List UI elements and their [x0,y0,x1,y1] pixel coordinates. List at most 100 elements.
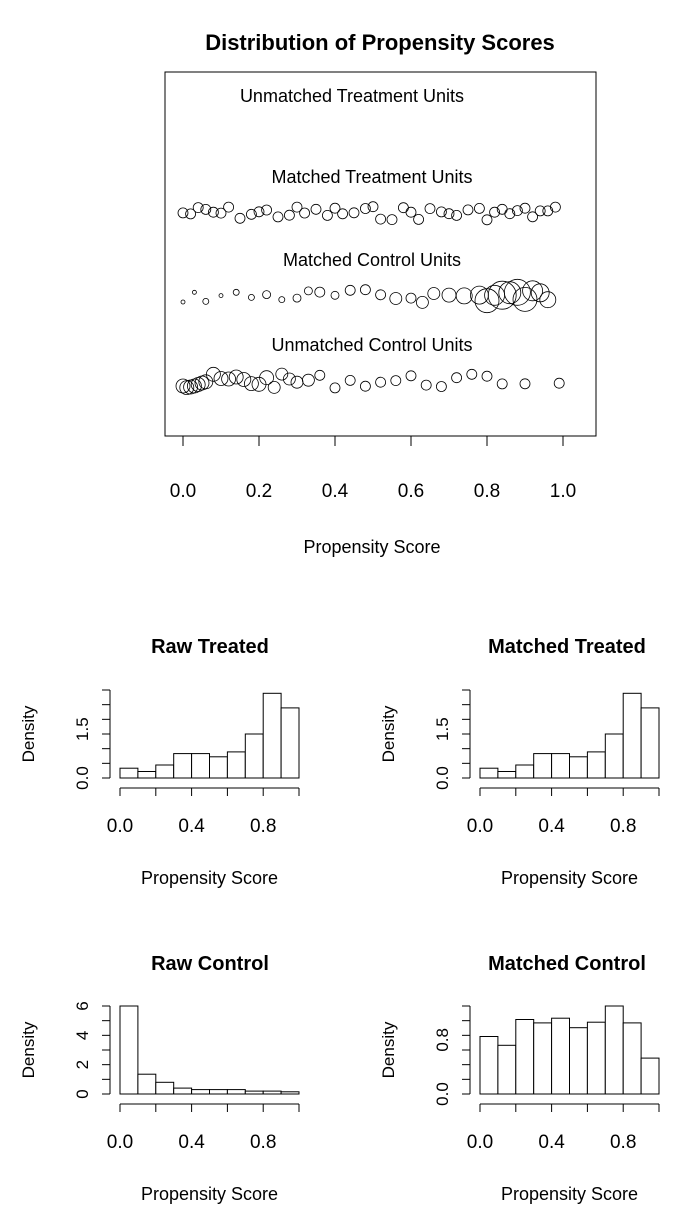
panel-title: Matched Treated [488,636,646,658]
data-point-group-3 [420,379,432,391]
x-tick-label: 0.0 [467,816,493,837]
data-point-group-2 [344,284,356,296]
group-label-unmatched-treatment: Unmatched Treatment Units [240,86,464,106]
histogram-bar [497,1044,517,1095]
data-point-group-3 [175,378,191,394]
histogram-bar [533,1022,553,1095]
data-point-group-1 [272,211,284,223]
data-point-group-1 [359,203,371,214]
y-tick-label: 0.0 [433,766,452,790]
data-point-group-1 [200,203,212,215]
y-axis-label: Density [379,1021,398,1078]
x-axis-label: Propensity Score [501,868,638,888]
y-tick-label: 2 [73,1060,92,1069]
data-point-group-1 [386,214,398,226]
data-point-group-1 [519,202,531,214]
data-point-group-2 [278,296,286,304]
data-point-group-2 [292,293,302,303]
group-label-unmatched-control: Unmatched Control Units [271,335,472,355]
histogram-bar [604,1005,624,1095]
data-point-group-1 [234,212,246,224]
data-point-group-2 [359,284,371,296]
data-point-group-3 [228,369,244,385]
data-point-group-1 [462,204,474,216]
histogram-bar [586,1021,606,1095]
x-tick-label: 1.0 [550,481,576,502]
y-tick-label: 6 [73,1001,92,1010]
data-point-group-1 [542,205,554,217]
data-point-group-3 [390,375,402,387]
panel-title: Raw Control [151,953,269,975]
data-point-group-2 [498,281,522,305]
data-point-group-3 [451,372,463,384]
data-point-group-1 [375,213,387,225]
data-point-group-1 [283,209,295,221]
x-tick-label: 0.4 [178,816,205,837]
histogram-bar [119,1005,139,1095]
data-point-group-3 [553,377,565,389]
histogram-bar [155,1081,175,1095]
data-point-group-3 [243,376,259,392]
histogram-bar [586,751,606,779]
data-point-group-2 [330,290,340,300]
data-point-group-3 [329,382,341,394]
data-point-group-1 [192,202,204,214]
data-point-group-1 [481,214,493,226]
y-tick-label: 0 [73,1089,92,1098]
y-tick-label: 1.5 [433,717,452,741]
data-point-group-3 [375,376,387,388]
data-point-group-2 [202,297,210,305]
hist-raw-treated: Raw Treated 0.0 0.4 0.8 Propensity Score 0.0 1… [19,636,300,888]
histogram-bar [640,1057,660,1095]
data-point-group-1 [527,211,538,223]
histogram-bar [226,751,246,779]
data-point-group-2 [512,286,538,312]
histogram-bar [191,1089,211,1095]
data-point-group-3 [205,366,221,382]
data-point-group-1 [261,204,273,216]
data-point-group-1 [291,201,303,213]
histogram-bar [569,756,588,779]
x-tick-label: 0.8 [250,1132,276,1153]
histogram-bar [226,1089,246,1095]
data-point-group-3 [198,374,214,390]
data-point-group-2 [522,280,543,302]
histogram-bar [137,771,157,779]
data-point-group-3 [221,371,237,387]
data-point-group-1 [397,202,409,214]
data-point-group-1 [329,202,341,214]
x-tick-label: 0.8 [474,481,500,502]
data-point-group-2 [180,299,186,305]
data-point-group-2 [484,284,506,306]
histogram-bar [244,1090,264,1095]
data-point-group-3 [236,372,252,387]
data-point-group-3 [275,367,289,381]
data-point-group-3 [496,378,508,390]
data-point-group-1 [473,202,485,214]
data-point-group-2 [314,286,326,298]
data-point-group-1 [504,208,516,220]
histogram-bar [173,1087,193,1095]
data-point-group-2 [232,288,240,296]
histogram-bar [479,1036,499,1095]
histogram-bar [622,1022,642,1095]
x-tick-label: 0.0 [107,816,133,837]
x-tick-label: 0.8 [610,1132,636,1153]
data-point-group-1 [512,205,523,217]
data-point-group-1 [245,208,257,220]
distribution-panel: Distribution of Propensity Scores Unmatc… [164,30,597,557]
histogram-bar [515,1019,535,1095]
data-point-group-1 [321,209,333,221]
y-tick-label: 1.5 [73,717,92,741]
x-tick-label: 0.8 [250,816,276,837]
jitter-points [175,201,565,396]
data-point-group-2 [191,289,197,295]
data-point-group-1 [550,201,561,213]
histogram-bar [244,733,264,779]
data-point-group-3 [466,368,478,380]
x-tick-label: 0.6 [398,481,424,502]
data-point-group-3 [301,373,315,387]
data-point-group-3 [179,380,195,396]
panel-title: Raw Treated [151,636,269,658]
y-tick-label: 4 [73,1031,92,1040]
